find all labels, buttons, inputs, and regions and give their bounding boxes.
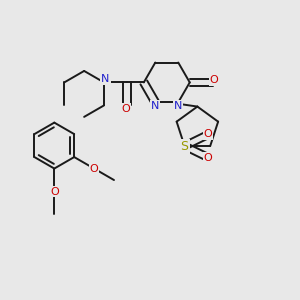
Text: S: S: [181, 140, 189, 152]
Text: O: O: [90, 164, 98, 173]
Text: O: O: [204, 153, 212, 163]
Text: O: O: [210, 75, 219, 85]
Text: N: N: [101, 74, 110, 84]
Text: N: N: [151, 101, 160, 111]
Text: O: O: [204, 129, 212, 139]
Text: N: N: [174, 101, 182, 111]
Text: O: O: [50, 187, 59, 196]
Text: O: O: [122, 104, 130, 114]
